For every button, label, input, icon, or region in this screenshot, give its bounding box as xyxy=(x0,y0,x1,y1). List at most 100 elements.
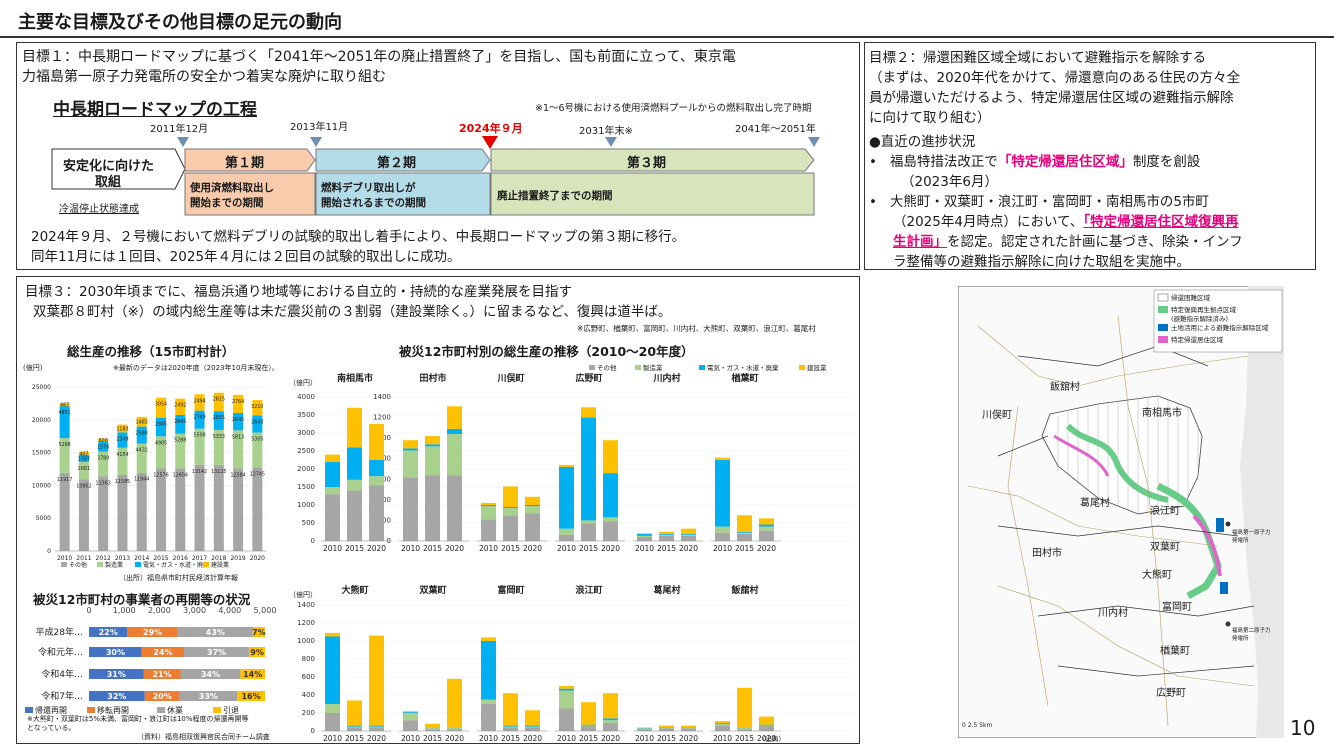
total-bar-segment xyxy=(98,476,109,551)
muni-xtick: 2020 xyxy=(523,734,542,743)
phase1-label: 第１期 xyxy=(225,156,265,171)
muni-xtick: 2015 xyxy=(423,544,442,553)
total-ytick: 15000 xyxy=(32,450,51,457)
muni-bar-segment xyxy=(681,725,696,728)
muni-name: 葛尾村 xyxy=(652,584,680,596)
muni-bar-segment xyxy=(447,406,462,429)
map-legend-box xyxy=(1153,289,1283,353)
date-2031: 2031年末※ xyxy=(579,126,633,137)
total-data-label: 12576 xyxy=(153,473,168,479)
bullet-dot: • xyxy=(869,194,890,210)
muni-bar-segment xyxy=(447,678,462,729)
muni-bar-segment xyxy=(581,520,596,524)
muni-bar-segment xyxy=(403,448,418,451)
muni-bar-segment xyxy=(681,534,696,536)
map-legend-1: 帰還困難区域 xyxy=(1171,294,1210,302)
muni-xtick: 2010 xyxy=(479,734,498,743)
muni-bar-segment xyxy=(715,526,730,533)
total-bar-segment xyxy=(252,467,263,551)
muni-name: 南相馬市 xyxy=(337,372,373,384)
marker-2024 xyxy=(482,136,498,149)
muni-ytick: 3000 xyxy=(297,429,315,437)
restart-bar-segment xyxy=(89,647,142,657)
muni-bar-segment xyxy=(403,713,418,721)
restart-data-label: 30% xyxy=(106,648,125,657)
total-bar-segment xyxy=(155,468,167,551)
phase3-arrow xyxy=(490,148,815,172)
residence-zone-2 xyxy=(1192,514,1222,577)
total-bar-segment xyxy=(59,438,70,473)
muni-bar-segment xyxy=(481,641,496,700)
total-xtick: 2012 xyxy=(96,555,111,562)
date-2041: 2041年～2051年 xyxy=(735,124,816,135)
muni-bar-segment xyxy=(525,725,540,727)
restart-bar-segment xyxy=(180,669,241,679)
muni-xtick: 2010 xyxy=(713,544,732,553)
restart-bar-segment xyxy=(252,627,265,637)
total-bar-segment xyxy=(98,438,109,442)
total-data-label: 5288 xyxy=(174,438,186,444)
muni-unit-bottom: （億円） xyxy=(289,590,317,599)
total-bar-segment xyxy=(175,468,186,551)
total-bar-segment xyxy=(233,430,244,469)
muni-xtick: 2015 xyxy=(657,544,676,553)
total-bar-segment xyxy=(155,417,167,437)
muni-bar-segment xyxy=(681,535,696,541)
muni-bar-segment xyxy=(525,710,540,726)
muni-bar-segment xyxy=(481,506,496,520)
restart-xtick: 5,000 xyxy=(254,606,277,615)
muni-bar-segment xyxy=(659,728,674,731)
muni-bar-segment xyxy=(369,635,384,726)
map-place-minamisoma: 南相馬市 xyxy=(1142,408,1182,419)
muni-bar-segment xyxy=(581,417,596,521)
total-ytick: 10000 xyxy=(32,482,51,489)
muni-bar-segment xyxy=(759,518,774,525)
restart-bar-segment xyxy=(141,647,185,657)
total-data-label: 1097 xyxy=(78,456,90,462)
muni-bar-segment xyxy=(603,720,618,723)
muni-bar-segment xyxy=(715,457,730,460)
total-bar-segment xyxy=(194,464,205,551)
restart-category: 令和元年… xyxy=(38,646,83,658)
restart-data-label: 32% xyxy=(107,692,126,701)
phase3-label: 第３期 xyxy=(627,156,667,171)
total-xtick: 2016 xyxy=(173,555,188,562)
muni-ytick-small: 1200 xyxy=(373,414,391,422)
muni-xtick: 2010 xyxy=(401,544,420,553)
total-legend-swatch xyxy=(61,562,67,567)
muni-bar-segment xyxy=(325,636,340,704)
total-chart-source: （出所）福島県市町村民経済計算年報 xyxy=(119,574,238,582)
goal2-panel: 目標２：帰還困難区域全域において避難指示を解除する （まずは、2020年代をかけ… xyxy=(864,42,1316,270)
total-data-label: 2845 xyxy=(155,422,167,428)
total-legend-swatch xyxy=(135,562,141,567)
marker-2031 xyxy=(605,137,617,147)
muni-bar-segment xyxy=(581,702,596,725)
muni-xtick: 2015 xyxy=(345,544,364,553)
muni-bar-segment xyxy=(403,720,418,731)
muni-bar-segment xyxy=(503,508,518,516)
muni-name: 富岡町 xyxy=(497,584,524,596)
total-xtick: 2011 xyxy=(76,555,91,562)
muni-xtick: 2020 xyxy=(679,544,698,553)
restart-xtick: 0 xyxy=(86,606,91,615)
muni-ytick: 600 xyxy=(302,673,315,681)
muni-bar-segment xyxy=(559,534,574,541)
muni-bar-segment xyxy=(503,727,518,731)
restart-category: 令和4年… xyxy=(41,668,83,680)
muni-ytick: 200 xyxy=(302,709,315,717)
bullet-1: • 福島特措法改正で「特定帰還居住区域」制度を創設 xyxy=(869,150,1200,170)
total-xtick: 2020 xyxy=(250,555,265,562)
muni-ytick: 0 xyxy=(311,537,315,545)
legend-swatch-blue xyxy=(1158,324,1168,331)
total-data-label: 1576 xyxy=(97,444,109,450)
muni-ytick: 1000 xyxy=(297,501,315,509)
muni-bar-segment xyxy=(425,444,440,447)
goal1-text-2: 力福島第一原子力発電所の安全かつ着実な廃炉に取り組む xyxy=(22,69,386,85)
muni-ytick: 0 xyxy=(311,727,315,735)
total-bar-segment xyxy=(136,416,147,427)
muni-source: （出典） xyxy=(759,734,785,743)
total-legend-swatch xyxy=(97,562,103,567)
muni-name: 大熊町 xyxy=(341,584,368,596)
muni-bar-segment xyxy=(369,726,384,728)
muni-legend-label: その他 xyxy=(597,363,617,372)
